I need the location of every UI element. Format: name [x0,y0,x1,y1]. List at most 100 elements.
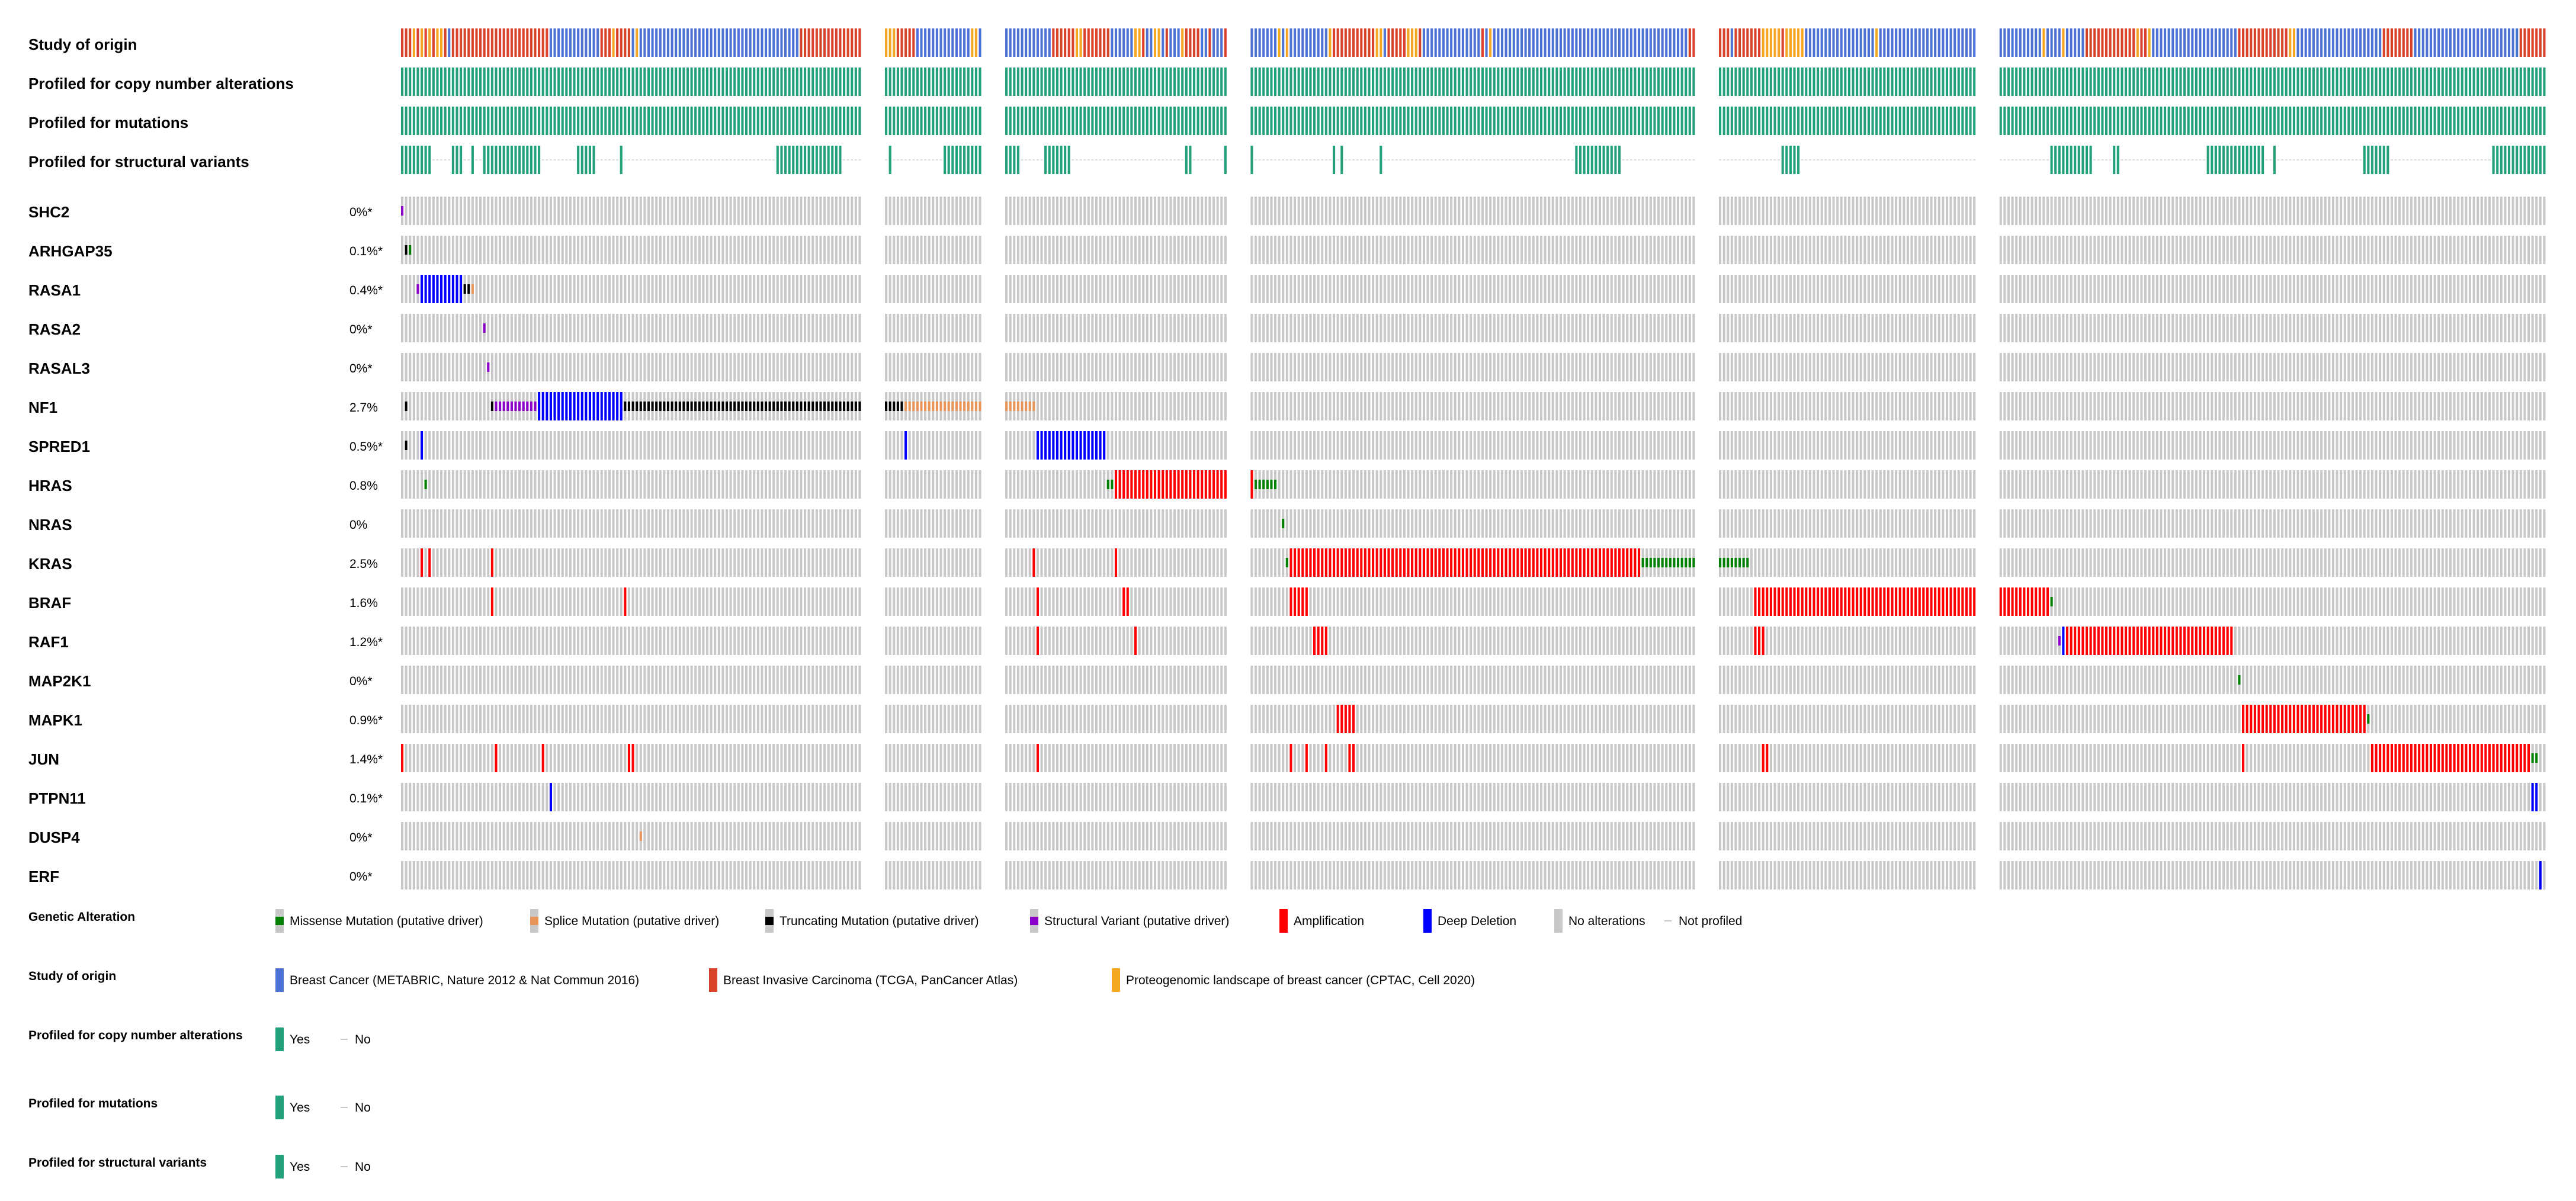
cna-profiled-cell [1399,68,1402,96]
no-alteration-cell [2046,353,2049,381]
no-alteration-cell [1419,236,1422,264]
no-alteration-cell [2160,275,2163,303]
sv-profiled-cell [955,146,958,174]
no-alteration-cell [1032,353,1035,381]
sv-not-profiled-cell [1746,159,1749,160]
no-alteration-cell [479,392,482,420]
no-alteration-cell [1224,275,1227,303]
no-alteration-cell [2316,236,2319,264]
study-cell [714,28,717,57]
no-alteration-cell [2375,314,2378,342]
cna-profiled-cell [2347,68,2350,96]
no-alteration-cell [1297,314,1300,342]
no-alteration-cell [2539,314,2542,342]
no-alteration-cell [1419,275,1422,303]
no-alteration-cell [819,314,822,342]
cna-profiled-cell [2421,68,2424,96]
deep-deletion-cell [585,392,588,420]
no-alteration-cell [705,236,709,264]
study-cell [2030,28,2033,57]
study-cell [2062,28,2065,57]
mut-profiled-cell [2359,107,2362,135]
cna-profiled-cell [2038,68,2041,96]
no-alteration-cell [467,353,470,381]
no-alteration-cell [1685,275,1688,303]
no-alteration-cell [1301,197,1304,225]
no-alteration-cell [1204,314,1207,342]
gene-percent: 0%* [349,831,373,844]
truncating-cell [819,402,822,411]
cna-profiled-cell [1153,68,1157,96]
cna-profiled-cell [479,68,482,96]
study-cell [2460,28,2463,57]
study-cell [409,28,412,57]
no-alteration-cell [1676,236,1680,264]
cna-profiled-cell [967,68,970,96]
no-alteration-cell [1634,275,1637,303]
no-alteration-cell [1103,236,1106,264]
no-alteration-cell [1730,353,1733,381]
no-alteration-cell [1111,236,1114,264]
no-alteration-cell [1551,236,1554,264]
no-alteration-cell [1805,353,1808,381]
truncating-cell [636,402,639,411]
no-alteration-cell [2003,314,2006,342]
no-alteration-cell [1918,275,1921,303]
cna-profiled-cell [1305,68,1308,96]
study-cell [2426,28,2429,57]
no-alteration-cell [1099,314,1102,342]
mut-profiled-cell [1103,107,1106,135]
cna-profiled-cell [546,68,548,96]
no-alteration-cell [2183,275,2186,303]
deep-deletion-cell [612,392,615,420]
study-cell [1067,28,1070,57]
no-alteration-cell [2007,236,2010,264]
no-alteration-cell [1075,353,1078,381]
no-alteration-cell [1500,314,1503,342]
no-alteration-cell [1999,275,2002,303]
no-alteration-cell [1544,275,1547,303]
no-alteration-cell [2242,197,2245,225]
no-alteration-cell [745,353,748,381]
sv-not-profiled-cell [541,159,544,160]
cna-profiled-cell [2007,68,2010,96]
no-alteration-cell [561,314,564,342]
study-cell [1949,28,1952,57]
no-alteration-cell [424,197,427,225]
no-alteration-cell [1973,197,1976,225]
study-cell [741,28,744,57]
sv-profiled-cell [2531,146,2534,174]
sv-not-profiled-cell [1142,159,1145,160]
no-alteration-cell [2437,353,2440,381]
sv-not-profiled-cell [1528,159,1531,160]
no-alteration-cell [2292,314,2295,342]
no-alteration-cell [1422,236,1425,264]
cna-profiled-cell [1661,68,1664,96]
study-cell [596,28,599,57]
sv-not-profiled-cell [1918,159,1921,160]
truncating-cell [858,402,861,411]
mut-profiled-cell [2543,107,2546,135]
no-alteration-cell [2289,275,2292,303]
no-alteration-cell [827,314,830,342]
study-cell [1162,28,1165,57]
mut-profiled-cell [409,107,412,135]
sv-not-profiled-cell [1773,159,1776,160]
study-cell [2359,28,2362,57]
no-alteration-cell [1266,314,1269,342]
no-alteration-cell [1454,236,1457,264]
mut-profiled-cell [1189,107,1192,135]
no-alteration-cell [2370,236,2373,264]
sv-not-profiled-cell [1294,159,1297,160]
no-alteration-cell [1032,197,1035,225]
truncating-cell [463,284,466,294]
no-alteration-cell [908,353,911,381]
no-alteration-cell [573,197,576,225]
no-alteration-cell [935,275,938,303]
mut-profiled-cell [1153,107,1157,135]
sv-not-profiled-cell [1387,159,1390,160]
no-alteration-cell [643,353,646,381]
mut-profiled-cell [1520,107,1523,135]
no-alteration-cell [690,314,693,342]
no-alteration-cell [1282,353,1285,381]
